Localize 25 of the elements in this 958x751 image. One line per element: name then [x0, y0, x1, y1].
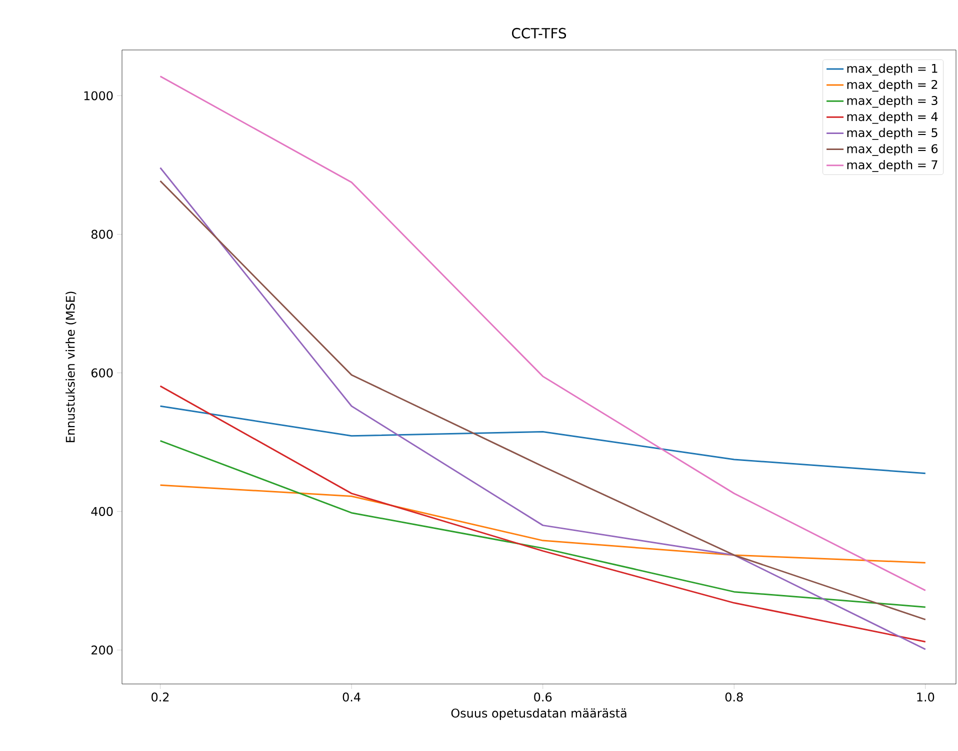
legend-label: max_depth = 6	[847, 144, 938, 156]
legend-label: max_depth = 7	[847, 160, 938, 172]
legend-label: max_depth = 2	[847, 80, 938, 92]
line-series	[160, 405, 926, 474]
chart-title: CCT-TFS	[512, 28, 566, 38]
line-series	[160, 440, 926, 608]
x-tick-label: 1.0	[917, 692, 934, 702]
y-tick-label: 400	[91, 506, 113, 516]
x-tick-label: 0.4	[342, 692, 360, 702]
legend-label: max_depth = 5	[847, 128, 938, 140]
legend-label: max_depth = 1	[847, 64, 938, 76]
x-tick-label: 0.2	[152, 692, 169, 702]
x-tick-label: 0.8	[725, 692, 743, 702]
y-tick-label: 1000	[84, 91, 113, 100]
y-tick-label: 600	[92, 368, 113, 378]
line-series	[160, 484, 926, 564]
x-axis-title: Osuus opetusdatan määrästä	[451, 708, 626, 720]
y-tick-label: 800	[91, 230, 113, 239]
x-tick-label: 0.6	[534, 692, 552, 702]
y-tick-label: 200	[92, 646, 113, 655]
line-series	[160, 385, 926, 642]
y-axis-title: Ennustuksien virhe (MSE)	[66, 292, 76, 442]
legend-label: max_depth = 4	[847, 112, 938, 124]
legend-label: max_depth = 3	[847, 96, 938, 108]
line-series	[160, 76, 926, 592]
